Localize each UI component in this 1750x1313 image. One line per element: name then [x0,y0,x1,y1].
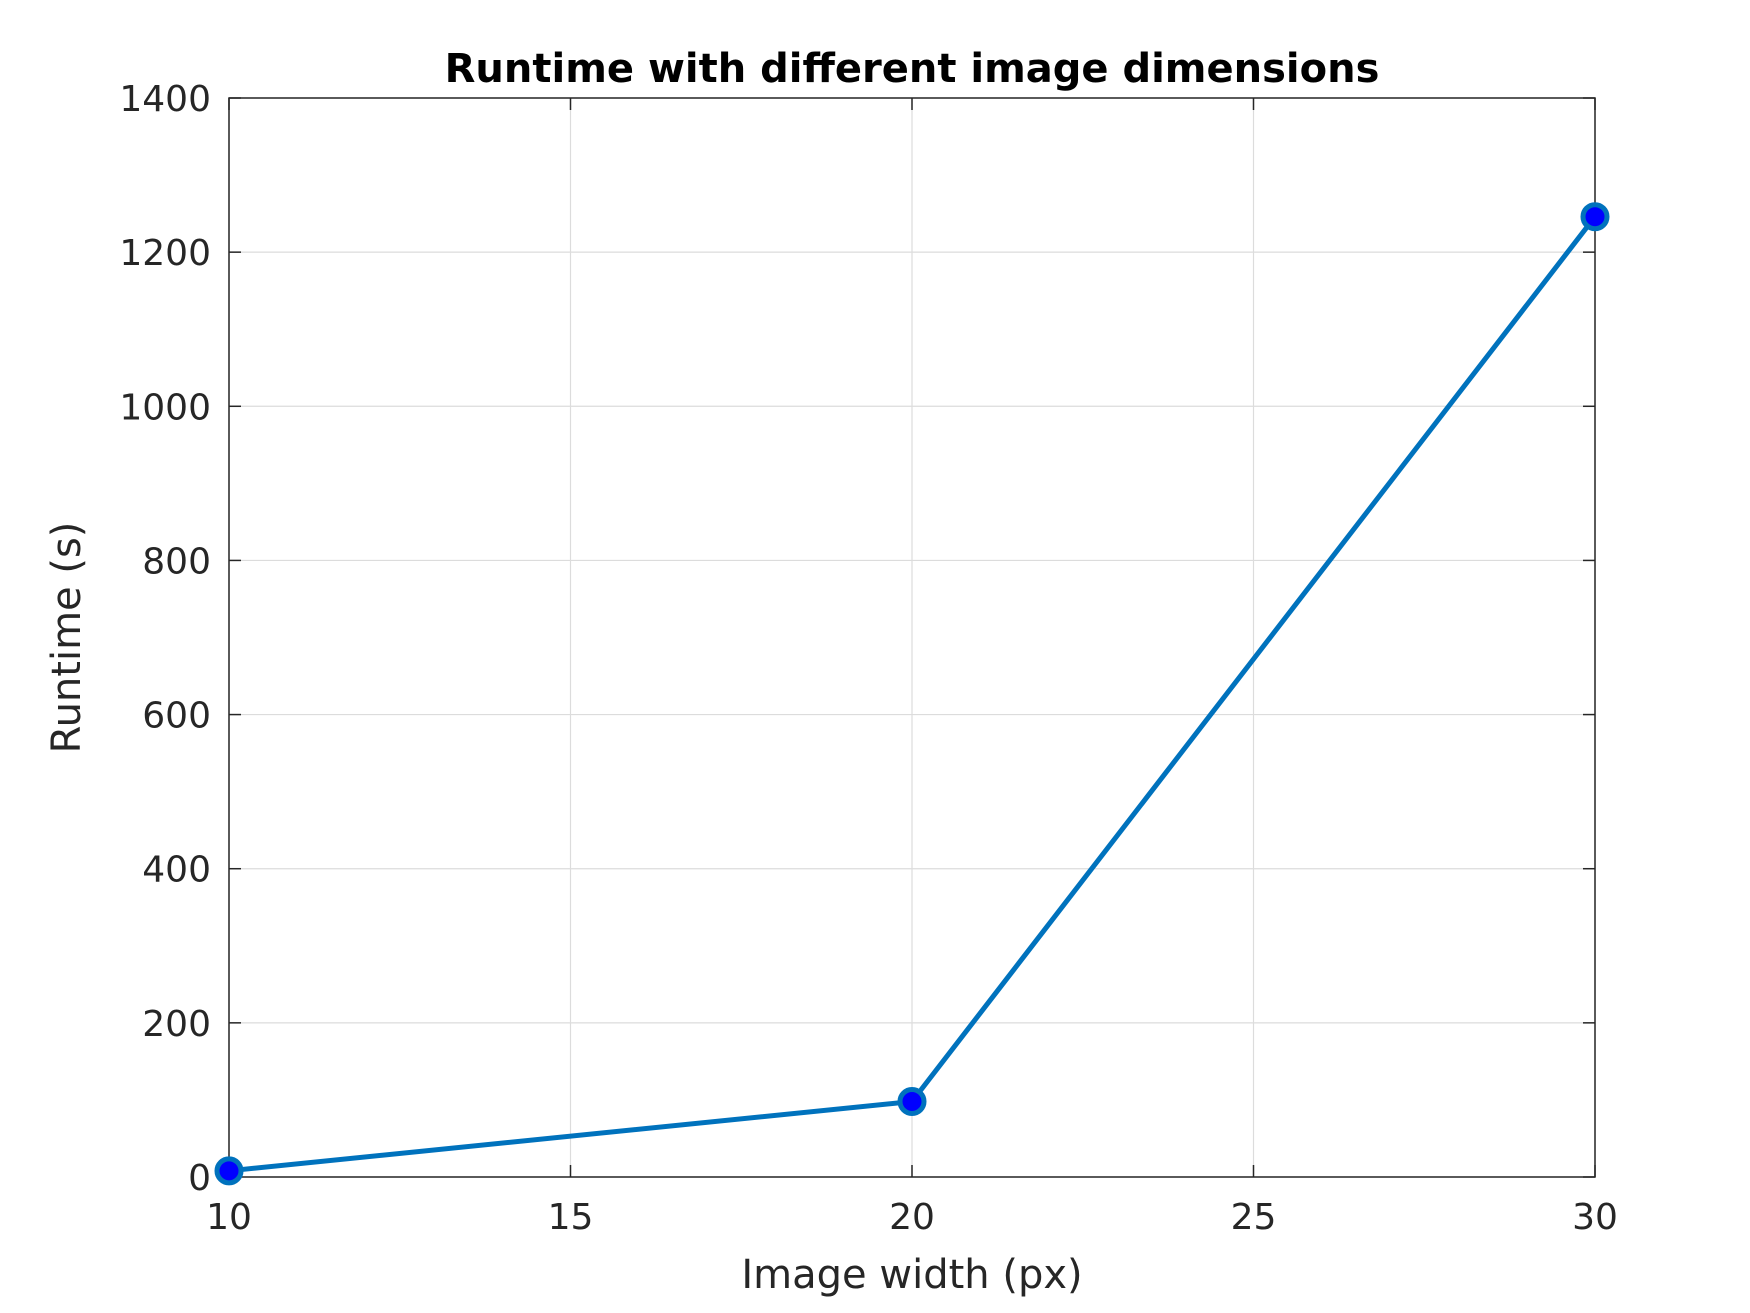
data-point-marker [1580,202,1610,232]
y-tick-label: 600 [142,696,211,737]
x-tick-label: 10 [206,1197,252,1238]
y-tick-label: 1400 [119,79,211,120]
y-tick-label: 0 [188,1158,211,1199]
data-point-marker [897,1086,927,1116]
y-tick-label: 1000 [119,387,211,428]
x-axis-label: Image width (px) [741,1252,1082,1298]
data-point-marker [214,1156,244,1186]
series-layer [214,202,1610,1186]
y-axis-label: Runtime (s) [44,522,90,754]
x-axis-tick-labels: 10 15 20 25 30 [206,1197,1618,1238]
y-tick-label: 400 [142,850,211,891]
y-tick-label: 200 [142,1004,211,1045]
y-tick-label: 1200 [119,233,211,274]
x-tick-label: 20 [889,1197,935,1238]
x-tick-label: 30 [1572,1197,1618,1238]
x-tick-label: 15 [548,1197,594,1238]
x-tick-label: 25 [1231,1197,1277,1238]
y-tick-label: 800 [142,541,211,582]
y-axis-tick-labels: 0 200 400 600 800 1000 1200 1400 [119,79,211,1199]
chart-title: Runtime with different image dimensions [445,46,1380,92]
